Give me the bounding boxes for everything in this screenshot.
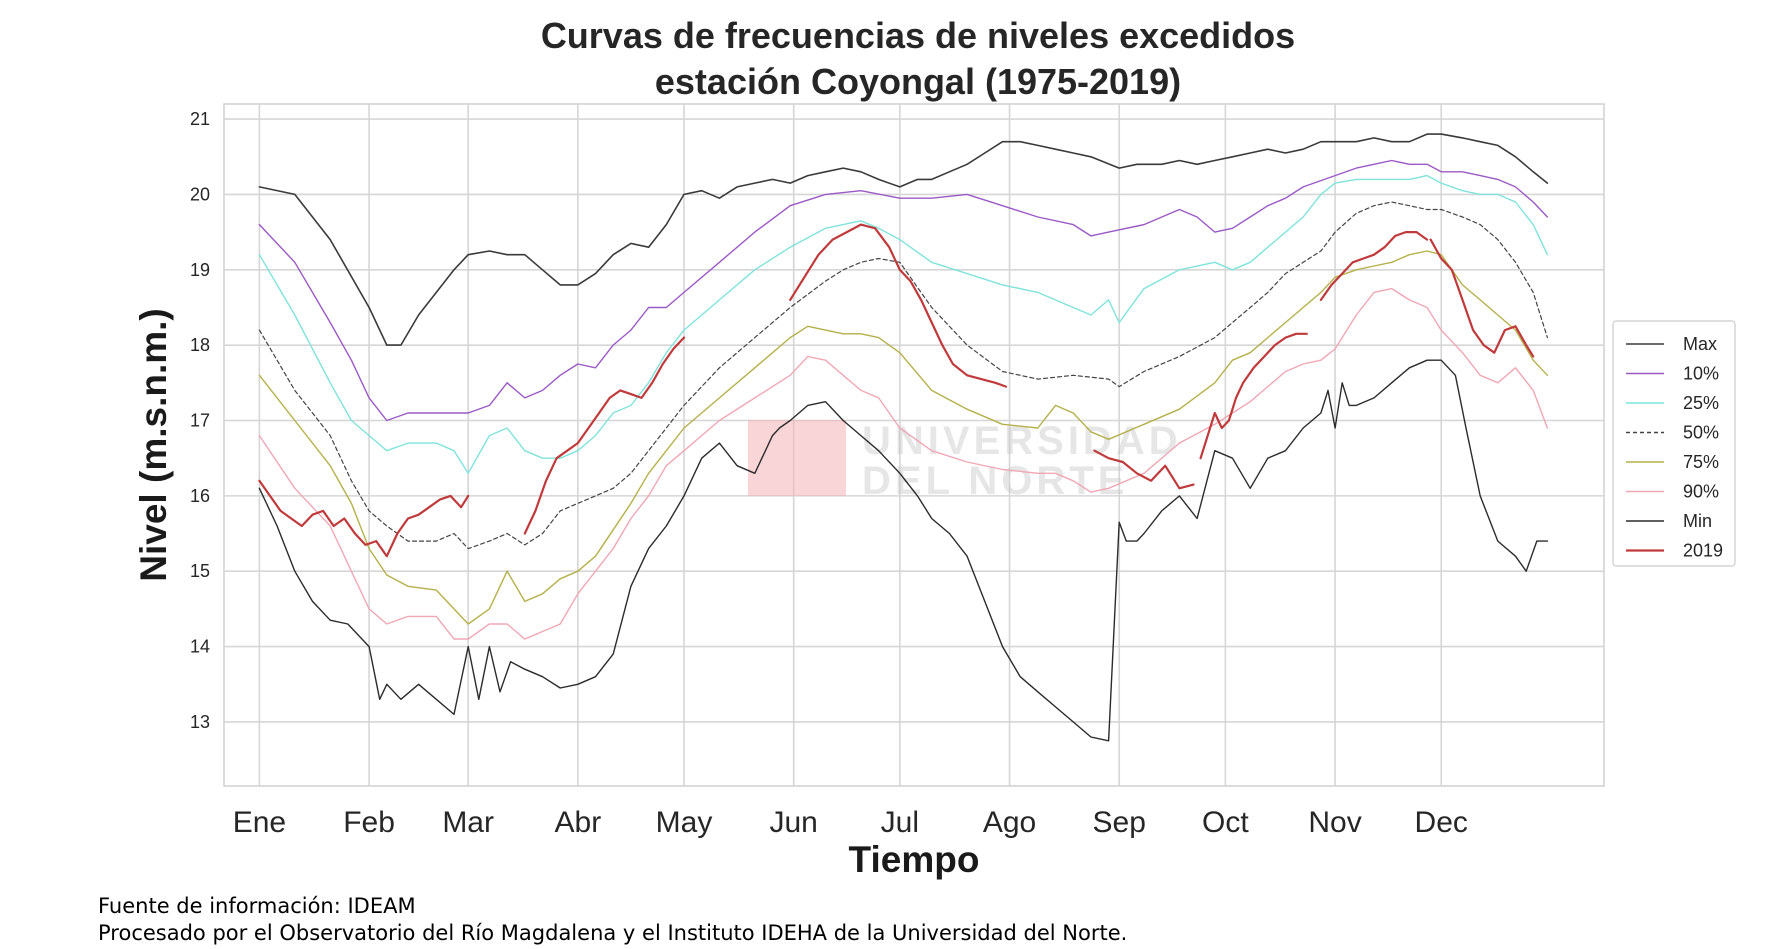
series-max-line: [258, 133, 1549, 346]
series-2019-segment: [1429, 238, 1535, 358]
series-2019-segment: [1093, 449, 1195, 490]
chart-title-line-2: estación Coyongal (1975-2019): [655, 61, 1181, 102]
legend-label: Max: [1683, 334, 1717, 354]
legend-label: Min: [1683, 511, 1712, 531]
legend: Max 10% 25% 50% 75% 90% Min 2019: [1612, 320, 1736, 567]
series-2019-segment: [258, 479, 470, 558]
legend-label: 50%: [1683, 423, 1719, 443]
level-frequency-chart: Curvas de frecuencias de niveles excedid…: [133, 15, 1736, 880]
y-tick-label: 16: [190, 486, 210, 506]
x-gridlines: [258, 104, 1443, 786]
legend-label: 2019: [1683, 541, 1723, 561]
series-25pct-line: [258, 174, 1549, 474]
series-10pct-line: [258, 159, 1549, 422]
watermark-logo: [748, 420, 846, 496]
y-tick-label: 18: [190, 335, 210, 355]
x-tick-label: Jun: [770, 806, 818, 839]
y-tick-label: 17: [190, 411, 210, 431]
legend-label: 75%: [1683, 452, 1719, 472]
x-tick-label: Sep: [1093, 806, 1146, 839]
x-tick-label: Dec: [1415, 806, 1468, 839]
legend-label: 90%: [1683, 482, 1719, 502]
series-50pct-line: [258, 201, 1548, 550]
x-tick-label: Jul: [881, 806, 919, 839]
y-tick-label: 15: [190, 561, 210, 581]
y-tick-labels: 13 14 15 16 17 18 19 20 21: [190, 109, 210, 732]
x-tick-label: Ene: [233, 806, 286, 839]
watermark-line-1: UNIVERSIDAD: [862, 419, 1182, 463]
y-tick-label: 13: [190, 712, 210, 732]
y-tick-label: 21: [190, 109, 210, 129]
legend-box: [1612, 320, 1736, 567]
series-2019-segment: [523, 336, 686, 535]
x-tick-label: Ago: [983, 806, 1036, 839]
watermark-line-2: DEL NORTE: [862, 459, 1128, 503]
x-axis-label: Tiempo: [849, 839, 980, 880]
series-min-line: [258, 359, 1549, 742]
y-gridlines: [224, 118, 1604, 723]
series-2019-segment: [1319, 231, 1429, 301]
x-tick-labels: Ene Feb Mar Abr May Jun Jul Ago Sep Oct Nov Dec: [233, 806, 1468, 839]
series-2019-segment: [1199, 332, 1308, 460]
series-75pct-line: [258, 250, 1549, 625]
x-tick-label: Oct: [1202, 806, 1249, 839]
x-tick-label: Abr: [555, 806, 602, 839]
x-tick-label: May: [656, 806, 713, 839]
series-2019-segment: [789, 223, 1008, 388]
plot-area: [223, 103, 1605, 787]
x-tick-label: Feb: [343, 806, 395, 839]
series-90pct-line: [258, 287, 1549, 640]
x-tick-label: Nov: [1308, 806, 1361, 839]
y-tick-label: 14: [190, 637, 210, 657]
chart-title-line-1: Curvas de frecuencias de niveles excedid…: [541, 15, 1295, 56]
legend-label: 10%: [1683, 364, 1719, 384]
legend-label: 25%: [1683, 393, 1719, 413]
series-layer: [258, 133, 1549, 742]
y-tick-label: 19: [190, 260, 210, 280]
footer-processed: Procesado por el Observatorio del Río Ma…: [98, 921, 1128, 945]
footer-source: Fuente de información: IDEAM: [98, 894, 416, 918]
y-axis-label: Nivel (m.s.n.m.): [133, 308, 174, 581]
x-tick-label: Mar: [442, 806, 494, 839]
y-tick-label: 20: [190, 184, 210, 204]
